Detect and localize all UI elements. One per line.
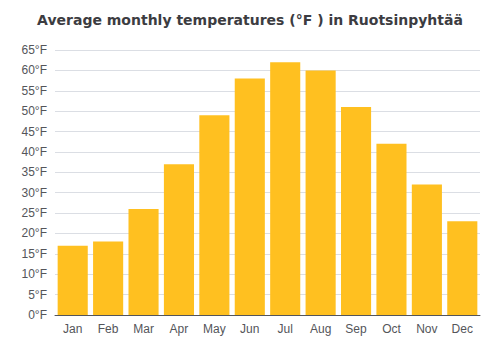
svg-text:50°F: 50°F bbox=[22, 104, 47, 118]
svg-text:Jun: Jun bbox=[240, 322, 259, 336]
svg-text:20°F: 20°F bbox=[22, 226, 47, 240]
svg-text:Nov: Nov bbox=[416, 322, 437, 336]
svg-text:Aug: Aug bbox=[310, 322, 331, 336]
svg-text:60°F: 60°F bbox=[22, 63, 47, 77]
svg-text:Feb: Feb bbox=[98, 322, 119, 336]
svg-text:15°F: 15°F bbox=[22, 247, 47, 261]
svg-text:Average monthly temperatures (: Average monthly temperatures (°F ) in Ru… bbox=[37, 12, 463, 28]
svg-text:55°F: 55°F bbox=[22, 84, 47, 98]
svg-text:35°F: 35°F bbox=[22, 165, 47, 179]
svg-text:45°F: 45°F bbox=[22, 125, 47, 139]
svg-text:May: May bbox=[203, 322, 226, 336]
svg-text:Mar: Mar bbox=[133, 322, 154, 336]
svg-text:Jul: Jul bbox=[278, 322, 293, 336]
svg-text:40°F: 40°F bbox=[22, 145, 47, 159]
svg-text:0°F: 0°F bbox=[28, 308, 47, 322]
svg-text:30°F: 30°F bbox=[22, 186, 47, 200]
svg-text:Sep: Sep bbox=[345, 322, 367, 336]
svg-text:Dec: Dec bbox=[452, 322, 473, 336]
svg-text:25°F: 25°F bbox=[22, 206, 47, 220]
svg-text:5°F: 5°F bbox=[28, 288, 47, 302]
svg-text:Apr: Apr bbox=[170, 322, 189, 336]
svg-text:Oct: Oct bbox=[382, 322, 401, 336]
svg-text:65°F: 65°F bbox=[22, 43, 47, 57]
svg-text:10°F: 10°F bbox=[22, 267, 47, 281]
svg-text:Jan: Jan bbox=[63, 322, 82, 336]
